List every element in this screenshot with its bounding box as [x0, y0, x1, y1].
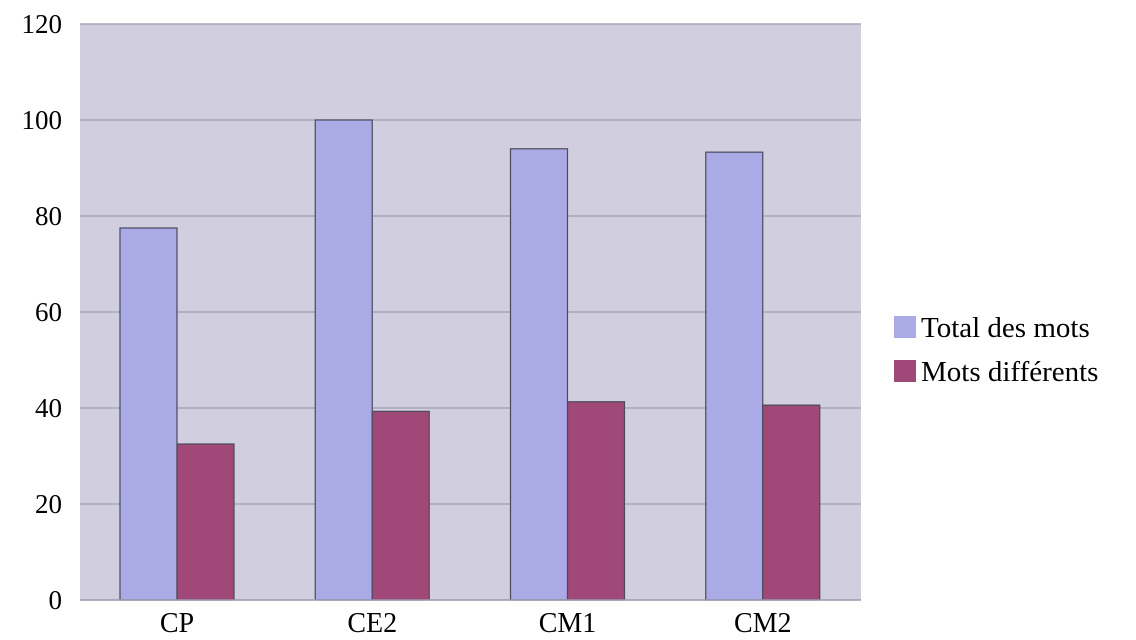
bars: [119, 119, 821, 601]
bar-cp-series-1: [119, 227, 178, 601]
legend-label-1: Total des mots: [921, 312, 1090, 344]
x-axis-category-labels: CP CE2 CM1 CM2: [160, 608, 792, 639]
x-category-label: CM1: [539, 608, 597, 635]
bar-ce2-series-2: [371, 410, 430, 601]
y-tick-label: 20: [35, 489, 62, 519]
bar-ce2-series-1: [314, 119, 373, 601]
legend: Total des mots Mots différents: [894, 312, 1098, 388]
legend-label-2: Mots différents: [921, 356, 1098, 388]
legend-swatch-1: [894, 316, 916, 338]
y-tick-label: 60: [35, 297, 62, 327]
y-axis-tick-labels: 0 20 40 60 80 100 120: [22, 9, 63, 615]
bar-cm1-series-1: [509, 148, 569, 601]
bar-cp-series-2: [176, 443, 235, 601]
bar-cm2-series-2: [762, 404, 821, 601]
y-tick-label: 0: [49, 585, 63, 615]
x-category-label: CM2: [734, 608, 792, 635]
y-tick-label: 80: [35, 201, 62, 231]
y-tick-label: 100: [22, 105, 63, 135]
legend-swatch-2: [894, 360, 916, 382]
y-tick-label: 40: [35, 393, 62, 423]
bar-cm1-series-2: [566, 401, 626, 601]
x-category-label: CP: [160, 608, 194, 635]
y-tick-label: 120: [22, 9, 63, 39]
x-category-label: CE2: [347, 608, 397, 635]
bar-cm2-series-1: [705, 151, 764, 601]
